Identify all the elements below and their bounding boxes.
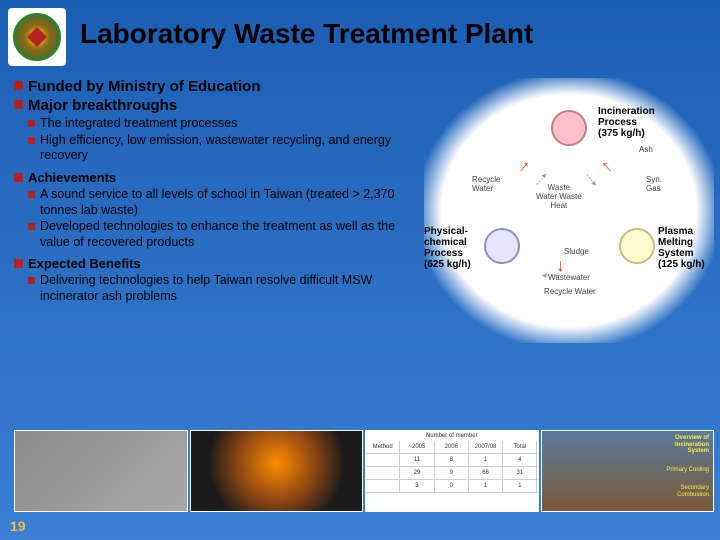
heading-breakthroughs: Major breakthroughs xyxy=(14,97,419,114)
photo-facility: Overview ofIncinerationSystem Primary Co… xyxy=(541,430,715,512)
bullet-item: Delivering technologies to help Taiwan r… xyxy=(28,273,419,304)
heading-achievements: Achievements xyxy=(14,170,419,185)
photo-equipment xyxy=(14,430,188,512)
content-area: Funded by Ministry of Education Major br… xyxy=(14,78,419,306)
bullet-item: Developed technologies to enhance the tr… xyxy=(28,219,419,250)
node-plasma: PlasmaMeltingSystem(125 kg/h) xyxy=(658,226,720,270)
page-number: 19 xyxy=(10,518,26,534)
slide-title: Laboratory Waste Treatment Plant xyxy=(80,18,533,50)
heading-benefits: Expected Benefits xyxy=(14,256,419,271)
bullet-item: High efficiency, low emission, wastewate… xyxy=(28,133,419,164)
edge-syngas: Syn.Gas xyxy=(646,176,662,194)
heading-funded: Funded by Ministry of Education xyxy=(14,78,419,95)
edge-recycle-water: RecycleWater xyxy=(472,176,500,194)
bullet-item: A sound service to all levels of school … xyxy=(28,187,419,218)
process-diagram: IncinerationProcess(375 kg/h) Physical-c… xyxy=(424,78,714,343)
edge-recycle-water2: Recycle Water xyxy=(544,288,596,297)
edge-wastewater: Wastewater xyxy=(548,274,590,283)
photo-table: Number of member Method ~2005 2006 2007/… xyxy=(365,430,539,512)
photo-furnace xyxy=(190,430,364,512)
node-physicochemical: Physical-chemicalProcess(625 kg/h) xyxy=(424,226,496,270)
institution-logo xyxy=(8,8,66,66)
photo-strip: Number of member Method ~2005 2006 2007/… xyxy=(14,430,714,512)
edge-sludge: Sludge xyxy=(564,248,589,257)
edge-ash: Ash xyxy=(639,146,653,155)
node-incineration: IncinerationProcess(375 kg/h) xyxy=(598,106,688,139)
edge-waste-water-heat: WasteWater WasteHeat xyxy=(536,184,582,210)
bullet-item: The integrated treatment processes xyxy=(28,116,419,132)
